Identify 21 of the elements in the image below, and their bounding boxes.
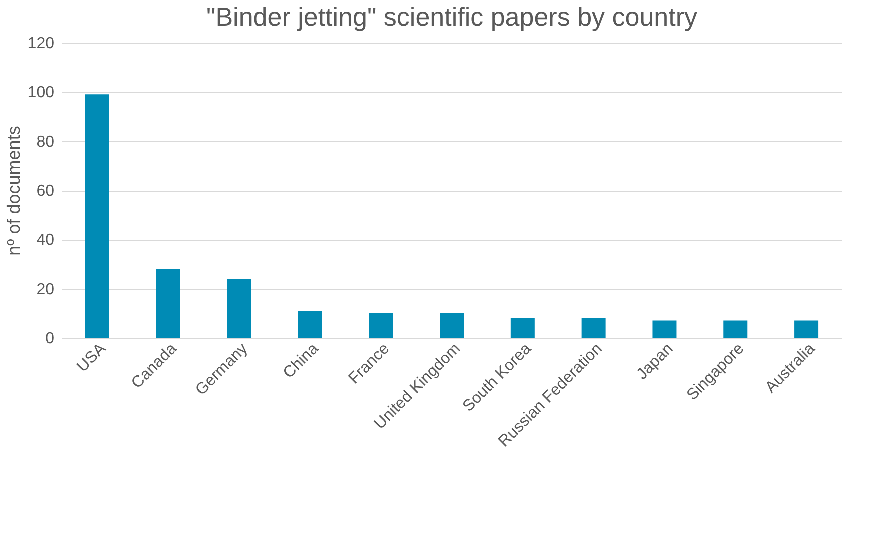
bar — [794, 320, 819, 338]
y-tick-label: 0 — [46, 330, 55, 348]
bar — [582, 318, 606, 338]
bar — [156, 269, 180, 338]
y-tick-label: 40 — [36, 232, 55, 250]
bar — [724, 320, 748, 338]
bar — [369, 313, 394, 338]
y-axis-title: nº of documents — [4, 126, 24, 256]
bar — [440, 313, 464, 338]
y-tick-label: 80 — [36, 134, 55, 151]
bar — [85, 94, 110, 338]
x-tick-label: USA — [74, 340, 110, 376]
bar — [652, 320, 677, 338]
chart-title: "Binder jetting" scientific papers by country — [206, 2, 698, 32]
y-tick-label: 60 — [36, 183, 55, 200]
y-tick-label: 120 — [28, 36, 55, 52]
y-tick-label: 20 — [36, 281, 55, 298]
bar — [227, 279, 252, 338]
y-tick-label: 100 — [28, 84, 55, 102]
bar — [510, 318, 535, 338]
bar — [298, 310, 322, 338]
